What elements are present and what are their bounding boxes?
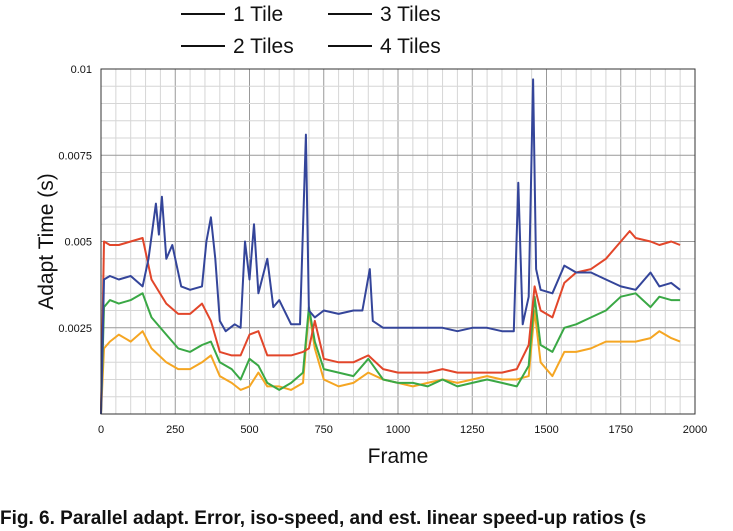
grid xyxy=(100,68,696,415)
figure-caption: Fig. 6. Parallel adapt. Error, iso-speed… xyxy=(0,508,646,529)
x-tick-label: 1000 xyxy=(386,424,410,436)
plot-frame xyxy=(100,68,696,415)
series-line-3-tiles xyxy=(100,230,681,415)
y-tick-label: 0.01 xyxy=(71,64,92,76)
x-tick-label: 1750 xyxy=(609,424,633,436)
y-tick-label: 0.0075 xyxy=(58,150,92,162)
plot-area xyxy=(100,68,696,415)
y-tick-label: 0.0025 xyxy=(58,323,92,335)
x-tick-label: 750 xyxy=(315,424,333,436)
x-tick-label: 0 xyxy=(98,424,104,436)
x-tick-label: 250 xyxy=(166,424,184,436)
legend-label: 2 Tiles xyxy=(233,35,294,58)
series-line-2-tiles xyxy=(100,292,681,415)
legend-label: 4 Tiles xyxy=(380,35,441,58)
series-line-4-tiles xyxy=(100,78,681,415)
x-axis-ticks: 0 250 500 750 1000 1250 1500 1750 2000 xyxy=(98,424,707,436)
legend: 1 Tile 3 Tiles 2 Tiles 4 Tiles xyxy=(181,3,441,58)
y-tick-label: 0.005 xyxy=(64,237,92,249)
legend-label: 3 Tiles xyxy=(380,3,441,26)
y-axis-ticks: 0.0025 0.005 0.0075 0.01 xyxy=(58,64,92,335)
series-layer xyxy=(100,78,681,415)
legend-label: 1 Tile xyxy=(233,3,283,26)
x-axis-title: Frame xyxy=(368,445,429,468)
x-tick-label: 1250 xyxy=(460,424,484,436)
series-line-1-tile xyxy=(100,309,681,415)
x-tick-label: 2000 xyxy=(683,424,707,436)
y-axis-title: Adapt Time (s) xyxy=(35,173,58,310)
x-tick-label: 1500 xyxy=(534,424,558,436)
x-tick-label: 500 xyxy=(240,424,258,436)
